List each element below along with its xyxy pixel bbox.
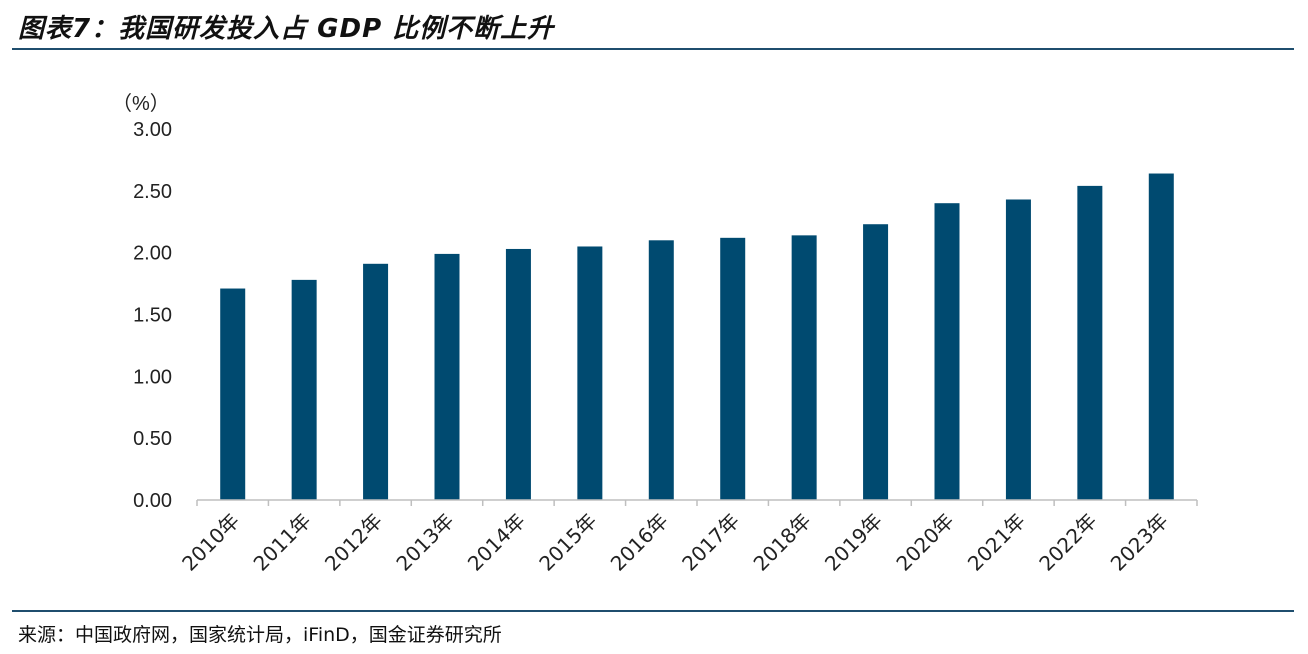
bar-2019年 <box>863 224 889 500</box>
x-axis-ticks <box>196 500 1198 506</box>
bar-2013年 <box>434 253 460 500</box>
source-note: 来源：中国政府网，国家统计局，iFinD，国金证券研究所 <box>18 624 502 646</box>
title-divider <box>12 48 1294 50</box>
bar-2017年 <box>720 237 746 500</box>
x-tick-label: 2016年 <box>606 509 673 576</box>
bar-2012年 <box>363 263 389 500</box>
y-axis-ticks: 0.00 0.50 1.00 1.50 2.00 2.50 3.00 <box>133 119 172 512</box>
footer-divider <box>12 610 1294 612</box>
y-tick-label: 2.00 <box>133 243 172 265</box>
bar-2023年 <box>1148 173 1174 500</box>
x-tick-label: 2019年 <box>820 509 887 576</box>
x-tick-label: 2021年 <box>963 509 1030 576</box>
y-tick-label: 3.00 <box>133 119 172 141</box>
y-tick-label: 1.50 <box>133 305 172 327</box>
x-tick-label: 2010年 <box>177 509 244 576</box>
x-tick-label: 2014年 <box>463 509 530 576</box>
y-tick-label: 0.00 <box>133 490 172 512</box>
bar-2015年 <box>577 246 603 500</box>
x-tick-label: 2023年 <box>1106 509 1173 576</box>
x-axis-labels: 2010年 2011年 2012年 2013年 2014年 2015年 2016年 2017年… <box>177 509 1173 576</box>
bar-2022年 <box>1077 185 1103 501</box>
x-tick-label: 2015年 <box>534 509 601 576</box>
chart-title: 图表7：我国研发投入占 GDP 比例不断上升 <box>18 14 555 44</box>
bars <box>220 173 1174 501</box>
bar-2016年 <box>648 240 674 501</box>
x-tick-label: 2022年 <box>1034 509 1101 576</box>
y-tick-label: 0.50 <box>133 428 172 450</box>
bar-2014年 <box>505 248 531 500</box>
x-tick-label: 2018年 <box>749 509 816 576</box>
x-tick-label: 2013年 <box>391 509 458 576</box>
x-tick-label: 2020年 <box>891 509 958 576</box>
bar-2010年 <box>220 288 246 500</box>
bar-2021年 <box>1005 199 1031 501</box>
y-axis-unit-label: （%） <box>112 92 170 115</box>
bar-2011年 <box>291 279 317 500</box>
x-tick-label: 2011年 <box>249 509 316 576</box>
bar-2018年 <box>791 235 817 500</box>
y-tick-label: 2.50 <box>133 181 172 203</box>
y-tick-label: 1.00 <box>133 366 172 388</box>
bar-2020年 <box>934 203 960 500</box>
x-tick-label: 2017年 <box>677 509 744 576</box>
x-tick-label: 2012年 <box>320 509 387 576</box>
